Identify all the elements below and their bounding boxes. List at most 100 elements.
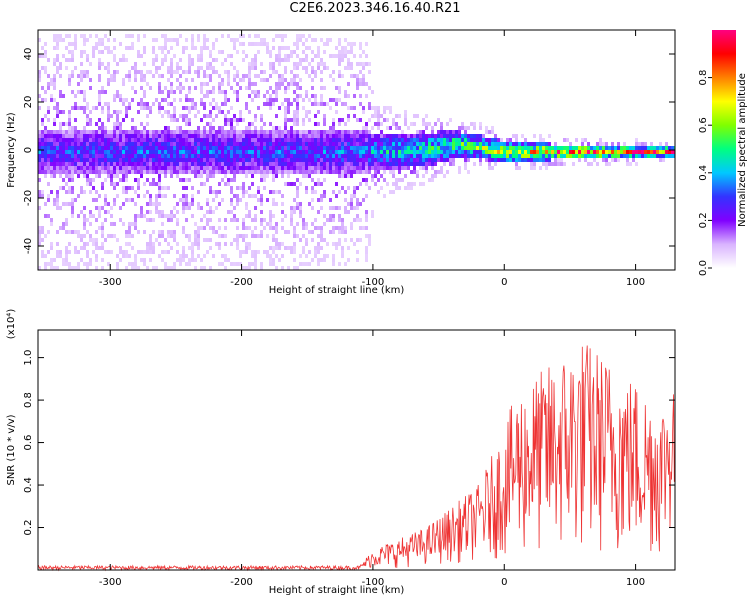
heatmap-cell <box>269 146 272 150</box>
heatmap-cell <box>236 162 239 166</box>
heatmap-cell <box>281 242 284 246</box>
heatmap-cell <box>488 138 491 142</box>
heatmap-cell <box>119 206 122 210</box>
heatmap-cell <box>605 158 608 162</box>
heatmap-cell <box>455 146 458 150</box>
heatmap-cell <box>122 142 125 146</box>
heatmap-cell <box>290 150 293 154</box>
heatmap-cell <box>407 146 410 150</box>
heatmap-cell <box>191 242 194 246</box>
heatmap-cell <box>179 58 182 62</box>
heatmap-cell <box>650 154 653 158</box>
heatmap-cell <box>134 66 137 70</box>
heatmap-cell <box>158 146 161 150</box>
heatmap-cell <box>269 94 272 98</box>
heatmap-cell <box>323 42 326 46</box>
heatmap-cell <box>59 34 62 38</box>
heatmap-cell <box>152 142 155 146</box>
heatmap-cell <box>98 94 101 98</box>
heatmap-cell <box>284 170 287 174</box>
heatmap-cell <box>284 98 287 102</box>
heatmap-cell <box>50 130 53 134</box>
heatmap-cell <box>122 154 125 158</box>
heatmap-cell <box>464 130 467 134</box>
heatmap-cell <box>437 146 440 150</box>
heatmap-cell <box>359 94 362 98</box>
heatmap-cell <box>95 258 98 262</box>
heatmap-cell <box>167 78 170 82</box>
heatmap-cell <box>104 218 107 222</box>
heatmap-cell <box>512 154 515 158</box>
heatmap-cell <box>89 118 92 122</box>
heatmap-cell <box>284 162 287 166</box>
heatmap-cell <box>206 170 209 174</box>
heatmap-cell <box>179 262 182 266</box>
heatmap-cell <box>233 158 236 162</box>
heatmap-cell <box>257 150 260 154</box>
heatmap-cell <box>467 126 470 130</box>
heatmap-cell <box>170 70 173 74</box>
heatmap-cell <box>209 266 212 270</box>
heatmap-cell <box>161 214 164 218</box>
heatmap-cell <box>230 166 233 170</box>
heatmap-cell <box>143 162 146 166</box>
heatmap-cell <box>641 154 644 158</box>
heatmap-cell <box>464 146 467 150</box>
heatmap-cell <box>659 158 662 162</box>
heatmap-cell <box>146 138 149 142</box>
heatmap-cell <box>290 102 293 106</box>
heatmap-cell <box>80 134 83 138</box>
heatmap-cell <box>194 158 197 162</box>
heatmap-cell <box>320 230 323 234</box>
heatmap-cell <box>293 234 296 238</box>
heatmap-cell <box>449 158 452 162</box>
heatmap-cell <box>392 122 395 126</box>
heatmap-cell <box>260 218 263 222</box>
heatmap-cell <box>371 150 374 154</box>
heatmap-cell <box>305 186 308 190</box>
heatmap-cell <box>377 142 380 146</box>
heatmap-cell <box>101 154 104 158</box>
heatmap-cell <box>65 182 68 186</box>
heatmap-cell <box>230 146 233 150</box>
heatmap-cell <box>302 162 305 166</box>
y-tick-label-bottom: 0.4 <box>23 477 34 493</box>
heatmap-cell <box>482 138 485 142</box>
heatmap-cell <box>98 166 101 170</box>
heatmap-cell <box>305 190 308 194</box>
heatmap-cell <box>296 138 299 142</box>
heatmap-cell <box>665 150 668 154</box>
heatmap-cell <box>212 70 215 74</box>
heatmap-cell <box>92 134 95 138</box>
heatmap-cell <box>143 230 146 234</box>
heatmap-cell <box>212 146 215 150</box>
heatmap-cell <box>401 158 404 162</box>
heatmap-cell <box>338 214 341 218</box>
heatmap-cell <box>197 150 200 154</box>
heatmap-cell <box>65 258 68 262</box>
heatmap-cell <box>461 126 464 130</box>
heatmap-cell <box>86 162 89 166</box>
heatmap-cell <box>260 130 263 134</box>
heatmap-cell <box>347 142 350 146</box>
heatmap-cell <box>359 170 362 174</box>
heatmap-cell <box>377 114 380 118</box>
heatmap-cell <box>311 38 314 42</box>
heatmap-cell <box>458 146 461 150</box>
heatmap-cell <box>95 106 98 110</box>
heatmap-cell <box>287 230 290 234</box>
heatmap-cell <box>260 166 263 170</box>
heatmap-cell <box>44 126 47 130</box>
heatmap-cell <box>359 162 362 166</box>
heatmap-cell <box>422 122 425 126</box>
heatmap-cell <box>356 138 359 142</box>
heatmap-cell <box>53 166 56 170</box>
heatmap-cell <box>53 142 56 146</box>
heatmap-cell <box>245 54 248 58</box>
heatmap-cell <box>233 42 236 46</box>
heatmap-cell <box>200 54 203 58</box>
heatmap-cell <box>101 226 104 230</box>
heatmap-cell <box>38 178 41 182</box>
heatmap-cell <box>476 138 479 142</box>
heatmap-cell <box>299 34 302 38</box>
